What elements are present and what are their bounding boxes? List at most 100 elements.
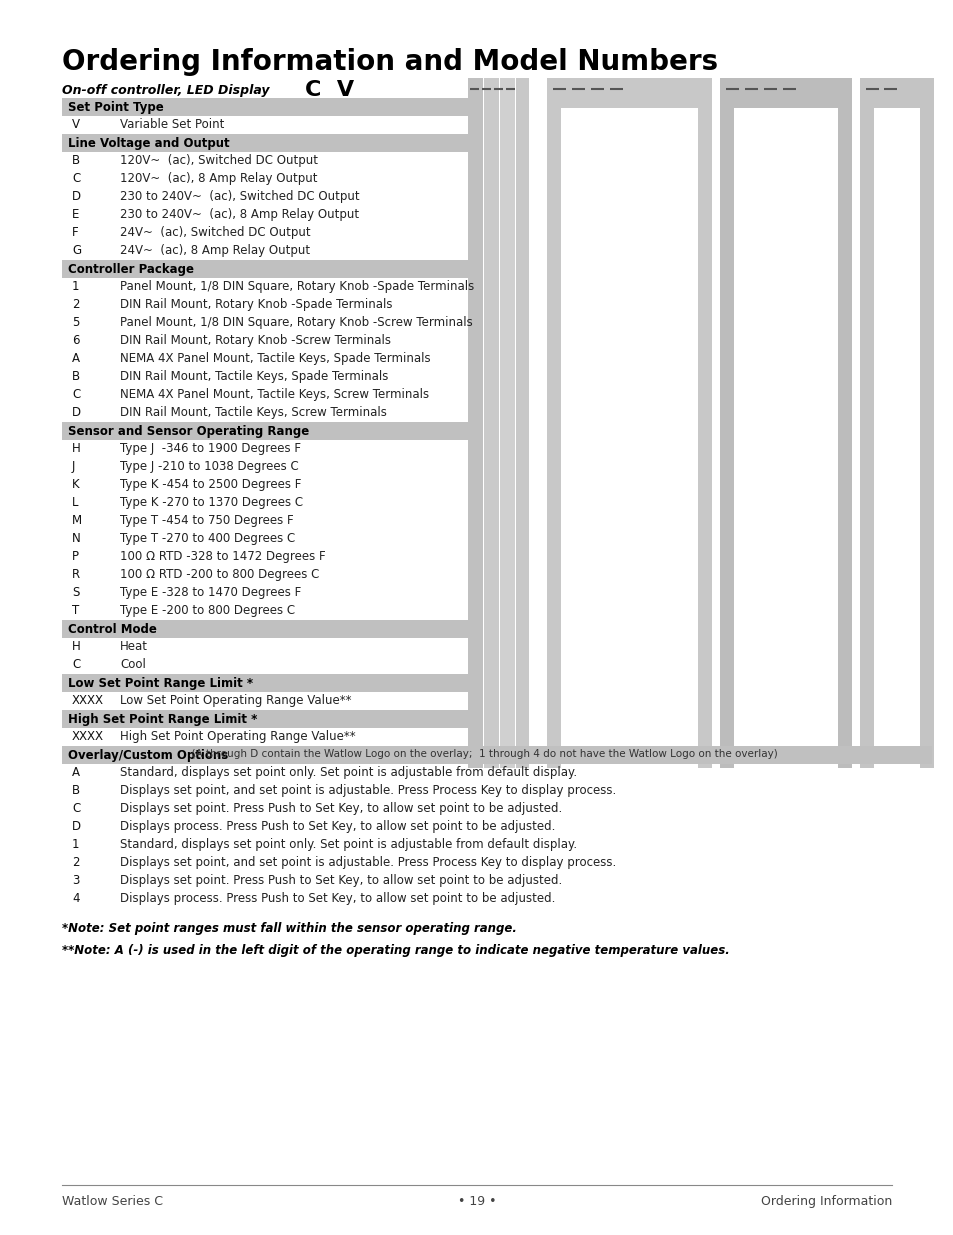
Text: Panel Mount, 1/8 DIN Square, Rotary Knob -Spade Terminals: Panel Mount, 1/8 DIN Square, Rotary Knob… xyxy=(120,280,474,293)
Text: Heat: Heat xyxy=(120,640,148,653)
Text: Type J -210 to 1038 Degrees C: Type J -210 to 1038 Degrees C xyxy=(120,459,298,473)
Text: R: R xyxy=(71,568,80,580)
Text: T: T xyxy=(71,604,79,618)
Text: C: C xyxy=(71,172,80,185)
Text: Ordering Information and Model Numbers: Ordering Information and Model Numbers xyxy=(62,48,718,77)
Bar xyxy=(62,620,470,638)
Text: 3: 3 xyxy=(71,874,79,887)
Text: DIN Rail Mount, Rotary Knob -Screw Terminals: DIN Rail Mount, Rotary Knob -Screw Termi… xyxy=(120,333,391,347)
Text: Type T -454 to 750 Degrees F: Type T -454 to 750 Degrees F xyxy=(120,514,294,527)
Bar xyxy=(516,78,529,768)
Text: F: F xyxy=(71,226,78,240)
Text: S: S xyxy=(71,585,79,599)
Bar xyxy=(62,135,470,152)
Text: NEMA 4X Panel Mount, Tactile Keys, Spade Terminals: NEMA 4X Panel Mount, Tactile Keys, Spade… xyxy=(120,352,430,366)
Text: Displays set point, and set point is adjustable. Press Process Key to display pr: Displays set point, and set point is adj… xyxy=(120,784,616,797)
Text: 6: 6 xyxy=(71,333,79,347)
Text: Type J  -346 to 1900 Degrees F: Type J -346 to 1900 Degrees F xyxy=(120,442,301,454)
Text: C: C xyxy=(71,658,80,671)
Text: M: M xyxy=(71,514,82,527)
Text: Type K -454 to 2500 Degrees F: Type K -454 to 2500 Degrees F xyxy=(120,478,301,492)
Bar xyxy=(859,107,873,768)
Text: K: K xyxy=(71,478,79,492)
Text: P: P xyxy=(71,550,79,563)
Text: Type K -270 to 1370 Degrees C: Type K -270 to 1370 Degrees C xyxy=(120,496,303,509)
Text: 1: 1 xyxy=(71,280,79,293)
Text: Displays set point. Press Push to Set Key, to allow set point to be adjusted.: Displays set point. Press Push to Set Ke… xyxy=(120,874,561,887)
Text: C  V: C V xyxy=(305,80,354,100)
Text: **Note: A (-) is used in the left digit of the operating range to indicate negat: **Note: A (-) is used in the left digit … xyxy=(62,944,729,957)
Text: High Set Point Operating Range Value**: High Set Point Operating Range Value** xyxy=(120,730,355,743)
Bar xyxy=(919,107,933,768)
Text: D: D xyxy=(71,190,81,203)
Text: D: D xyxy=(71,406,81,419)
Text: B: B xyxy=(71,370,80,383)
Bar xyxy=(859,78,933,107)
Text: High Set Point Range Limit *: High Set Point Range Limit * xyxy=(68,713,257,726)
Text: Displays set point. Press Push to Set Key, to allow set point to be adjusted.: Displays set point. Press Push to Set Ke… xyxy=(120,802,561,815)
Text: 120V~  (ac), 8 Amp Relay Output: 120V~ (ac), 8 Amp Relay Output xyxy=(120,172,317,185)
Text: Type T -270 to 400 Degrees C: Type T -270 to 400 Degrees C xyxy=(120,532,294,545)
Text: DIN Rail Mount, Rotary Knob -Spade Terminals: DIN Rail Mount, Rotary Knob -Spade Termi… xyxy=(120,298,392,311)
Bar xyxy=(62,746,931,764)
Bar xyxy=(720,107,733,768)
Bar xyxy=(499,78,515,768)
Text: On-off controller, LED Display: On-off controller, LED Display xyxy=(62,84,269,98)
Text: 24V~  (ac), Switched DC Output: 24V~ (ac), Switched DC Output xyxy=(120,226,311,240)
Bar xyxy=(546,107,560,768)
Text: 1: 1 xyxy=(71,839,79,851)
Text: NEMA 4X Panel Mount, Tactile Keys, Screw Terminals: NEMA 4X Panel Mount, Tactile Keys, Screw… xyxy=(120,388,429,401)
Text: 4: 4 xyxy=(71,892,79,905)
Text: L: L xyxy=(71,496,78,509)
Text: Variable Set Point: Variable Set Point xyxy=(120,119,224,131)
Text: D: D xyxy=(71,820,81,832)
Bar xyxy=(62,422,470,440)
Text: Line Voltage and Output: Line Voltage and Output xyxy=(68,137,230,149)
Text: B: B xyxy=(71,154,80,167)
Text: Low Set Point Range Limit *: Low Set Point Range Limit * xyxy=(68,677,253,690)
Text: Control Mode: Control Mode xyxy=(68,622,156,636)
Text: DIN Rail Mount, Tactile Keys, Spade Terminals: DIN Rail Mount, Tactile Keys, Spade Term… xyxy=(120,370,388,383)
Text: Low Set Point Operating Range Value**: Low Set Point Operating Range Value** xyxy=(120,694,351,706)
Text: 230 to 240V~  (ac), Switched DC Output: 230 to 240V~ (ac), Switched DC Output xyxy=(120,190,359,203)
Text: C: C xyxy=(71,802,80,815)
Text: Overlay/Custom Options: Overlay/Custom Options xyxy=(68,748,228,762)
Text: Type E -328 to 1470 Degrees F: Type E -328 to 1470 Degrees F xyxy=(120,585,301,599)
Text: 2: 2 xyxy=(71,298,79,311)
Text: B: B xyxy=(71,784,80,797)
Text: Standard, displays set point only. Set point is adjustable from default display.: Standard, displays set point only. Set p… xyxy=(120,766,577,779)
Text: DIN Rail Mount, Tactile Keys, Screw Terminals: DIN Rail Mount, Tactile Keys, Screw Term… xyxy=(120,406,387,419)
Text: 24V~  (ac), 8 Amp Relay Output: 24V~ (ac), 8 Amp Relay Output xyxy=(120,245,310,257)
Text: J: J xyxy=(71,459,75,473)
Text: A: A xyxy=(71,352,80,366)
Text: Panel Mount, 1/8 DIN Square, Rotary Knob -Screw Terminals: Panel Mount, 1/8 DIN Square, Rotary Knob… xyxy=(120,316,473,329)
Text: N: N xyxy=(71,532,81,545)
Bar xyxy=(62,674,470,692)
Text: XXXX: XXXX xyxy=(71,694,104,706)
Text: (A through D contain the Watlow Logo on the overlay;  1 through 4 do not have th: (A through D contain the Watlow Logo on … xyxy=(185,748,777,760)
Text: 230 to 240V~  (ac), 8 Amp Relay Output: 230 to 240V~ (ac), 8 Amp Relay Output xyxy=(120,207,358,221)
Bar xyxy=(62,98,470,116)
Bar xyxy=(837,107,851,768)
Text: 2: 2 xyxy=(71,856,79,869)
Text: G: G xyxy=(71,245,81,257)
Text: A: A xyxy=(71,766,80,779)
Text: 100 Ω RTD -328 to 1472 Degrees F: 100 Ω RTD -328 to 1472 Degrees F xyxy=(120,550,325,563)
Bar xyxy=(483,78,498,768)
Text: H: H xyxy=(71,640,81,653)
Text: 120V~  (ac), Switched DC Output: 120V~ (ac), Switched DC Output xyxy=(120,154,317,167)
Text: 100 Ω RTD -200 to 800 Degrees C: 100 Ω RTD -200 to 800 Degrees C xyxy=(120,568,319,580)
Text: Displays process. Press Push to Set Key, to allow set point to be adjusted.: Displays process. Press Push to Set Key,… xyxy=(120,820,555,832)
Bar xyxy=(698,107,711,768)
Text: V: V xyxy=(71,119,80,131)
Text: Displays set point, and set point is adjustable. Press Process Key to display pr: Displays set point, and set point is adj… xyxy=(120,856,616,869)
Text: C: C xyxy=(71,388,80,401)
Text: Sensor and Sensor Operating Range: Sensor and Sensor Operating Range xyxy=(68,425,309,438)
Text: E: E xyxy=(71,207,79,221)
Text: Controller Package: Controller Package xyxy=(68,263,193,275)
Bar xyxy=(720,78,851,107)
Text: Type E -200 to 800 Degrees C: Type E -200 to 800 Degrees C xyxy=(120,604,294,618)
Text: • 19 •: • 19 • xyxy=(457,1195,496,1208)
Text: Cool: Cool xyxy=(120,658,146,671)
Text: *Note: Set point ranges must fall within the sensor operating range.: *Note: Set point ranges must fall within… xyxy=(62,923,517,935)
